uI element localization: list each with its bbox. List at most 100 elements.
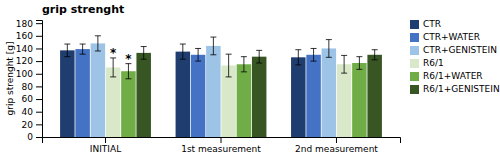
legend: CTR CTR+WATER CTR+GENISTEIN R6/1 R6/1+WATER R… (410, 19, 500, 94)
y-tick: 140 (16, 44, 42, 54)
legend-label: R6/1+GENISTEIN (423, 84, 500, 94)
legend-label: R6/1+WATER (423, 71, 483, 81)
legend-label: CTR+GENISTEIN (423, 45, 497, 55)
error-bar (141, 47, 147, 60)
y-tick: 40 (22, 107, 42, 117)
error-bar (356, 57, 362, 70)
x-tick: INITIAL (90, 137, 121, 154)
legend-item: R6/1+WATER (410, 71, 483, 81)
bar (306, 55, 321, 137)
y-axis: 0 20 40 60 80 100 120 140 160 180 (16, 19, 43, 143)
tick-mark (36, 112, 42, 113)
error-bar (95, 36, 101, 51)
plot: 0 20 40 60 80 100 120 140 160 180 INITIAL 1st measu… (16, 19, 401, 155)
legend-swatch (410, 46, 419, 55)
tick-mark (105, 137, 106, 143)
y-tick: 160 (16, 31, 42, 41)
legend-item: CTR+GENISTEIN (410, 45, 497, 55)
tick-label: 100 (16, 69, 33, 79)
tick-mark (221, 137, 222, 143)
title: grip strenght (42, 3, 124, 16)
legend-item: R6/1+GENISTEIN (410, 84, 500, 94)
legend-swatch (410, 33, 419, 42)
tick-mark (36, 86, 42, 87)
bar (106, 67, 121, 137)
tick-mark (36, 124, 42, 125)
x-tick: 1st measurement (181, 137, 261, 154)
error-bar (256, 50, 262, 63)
tick-label: 0 (27, 132, 33, 142)
y-tick: 180 (16, 19, 42, 29)
bar (75, 49, 90, 137)
annotation: * (110, 46, 117, 60)
tick-label: INITIAL (90, 144, 121, 154)
error-bar (226, 54, 232, 77)
tick-label: 80 (22, 82, 34, 92)
error-bar (311, 48, 317, 61)
bar (337, 64, 352, 137)
legend-label: R6/1 (423, 58, 444, 68)
tick-mark (36, 61, 42, 62)
error-bar (195, 48, 201, 61)
tick-mark (336, 137, 337, 143)
tick-label: 20 (22, 120, 34, 130)
legend-label: CTR+WATER (423, 32, 480, 42)
bar (237, 64, 252, 137)
error-bar (110, 58, 116, 77)
error-bar (326, 40, 332, 58)
annotations: ** (110, 46, 132, 66)
bar (191, 55, 206, 137)
y-tick: 0 (27, 132, 42, 142)
bar (322, 48, 337, 137)
y-tick: 60 (22, 94, 42, 104)
y-tick: 100 (16, 69, 42, 79)
tick-label: 40 (22, 107, 34, 117)
bar (291, 57, 306, 137)
annotation: * (125, 52, 132, 66)
axis-line (36, 21, 43, 138)
error-bar (210, 37, 216, 55)
axis-line (43, 138, 401, 144)
tick-label: 1st measurement (181, 144, 261, 154)
tick-label: 60 (22, 94, 34, 104)
bar (206, 46, 221, 137)
error-bar (341, 55, 347, 73)
y-tick: 20 (22, 120, 42, 130)
tick-mark (36, 23, 42, 24)
tick-mark (36, 48, 42, 49)
error-bar (295, 50, 301, 65)
x-axis: INITIAL 1st measurement 2nd measurement (43, 137, 401, 154)
bar (60, 50, 75, 137)
error-bar (125, 64, 131, 79)
error-bar (180, 44, 186, 59)
bar (121, 71, 136, 137)
legend-label: CTR (423, 19, 441, 29)
tick-mark (36, 36, 42, 37)
chart: 0 20 40 60 80 100 120 140 160 180 INITIAL 1st measu… (0, 0, 500, 157)
tick-mark (36, 99, 42, 100)
y-tick: 80 (22, 82, 42, 92)
legend-swatch (410, 20, 419, 29)
y-tick: 120 (16, 56, 42, 66)
bar (91, 43, 106, 137)
error-bar (241, 57, 247, 72)
legend-item: CTR (410, 19, 441, 29)
bar (367, 55, 382, 137)
error-bar (64, 44, 70, 57)
error-bar (80, 44, 86, 54)
legend-swatch (410, 85, 419, 94)
bar (176, 52, 191, 137)
bar (252, 57, 267, 137)
y-axis-title: grip strenght [g] (5, 42, 15, 116)
legend-swatch (410, 59, 419, 68)
tick-label: 120 (16, 56, 33, 66)
bar (352, 63, 367, 137)
x-tick: 2nd measurement (295, 137, 378, 154)
legend-item: R6/1 (410, 58, 444, 68)
tick-label: 180 (16, 19, 33, 29)
bars (60, 36, 382, 137)
bar (136, 53, 151, 137)
tick-label: 160 (16, 31, 33, 41)
legend-item: CTR+WATER (410, 32, 480, 42)
tick-label: 140 (16, 44, 33, 54)
